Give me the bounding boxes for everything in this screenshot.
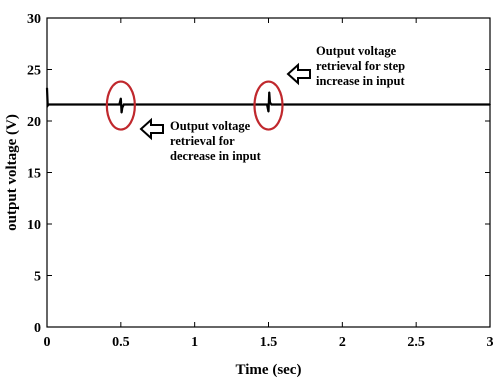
y-tick-label: 0 xyxy=(34,321,41,336)
plot-border xyxy=(46,17,491,328)
x-tick-label: 1.5 xyxy=(260,335,278,350)
x-tick-label: 0 xyxy=(44,335,51,350)
annotation-arrow-decrease xyxy=(139,117,164,141)
data-point xyxy=(47,103,50,106)
x-tick-label: 2 xyxy=(339,335,346,350)
data-point xyxy=(122,103,125,106)
annotation-text-decrease: Output voltage xyxy=(170,119,251,133)
data-point xyxy=(267,110,270,113)
data-point xyxy=(46,87,48,89)
data-point xyxy=(266,103,268,106)
annotation-text-increase: increase in input xyxy=(316,74,406,88)
highlight-circle-decrease xyxy=(105,80,136,131)
x-tick-label: 0.5 xyxy=(112,335,130,350)
y-tick-label: 30 xyxy=(27,12,41,27)
data-point xyxy=(121,106,124,109)
annotation-text-decrease: decrease in input xyxy=(170,149,262,163)
plot-frame xyxy=(46,17,491,328)
y-tick-label: 25 xyxy=(27,64,41,79)
annotation-text-decrease: retrieval for xyxy=(170,134,235,148)
highlight-circle-increase xyxy=(253,80,284,131)
data-point xyxy=(120,97,122,100)
y-tick-label: 5 xyxy=(34,270,41,285)
data-point xyxy=(120,111,123,114)
y-tick-label: 15 xyxy=(27,167,41,182)
x-tick-label: 2.5 xyxy=(407,335,425,350)
x-axis-label: Time (sec) xyxy=(236,362,302,378)
data-point xyxy=(269,101,271,104)
x-tick-label: 1 xyxy=(191,335,198,350)
series-line-1 xyxy=(45,87,490,113)
x-tick-label: 3 xyxy=(487,335,494,350)
axis-ticks xyxy=(46,17,491,328)
data-point xyxy=(268,91,271,93)
series-group xyxy=(45,87,491,114)
y-tick-label: 10 xyxy=(27,218,41,233)
y-axis-label: output voltage (V) xyxy=(4,114,20,231)
annotation-arrow-increase xyxy=(286,62,311,86)
data-point xyxy=(489,103,491,106)
data-point xyxy=(270,103,273,106)
annotation-text-increase: Output voltage xyxy=(316,44,397,58)
data-point xyxy=(118,103,121,106)
y-tick-label: 20 xyxy=(27,115,41,130)
annotation-text-increase: retrieval for step xyxy=(316,59,405,73)
